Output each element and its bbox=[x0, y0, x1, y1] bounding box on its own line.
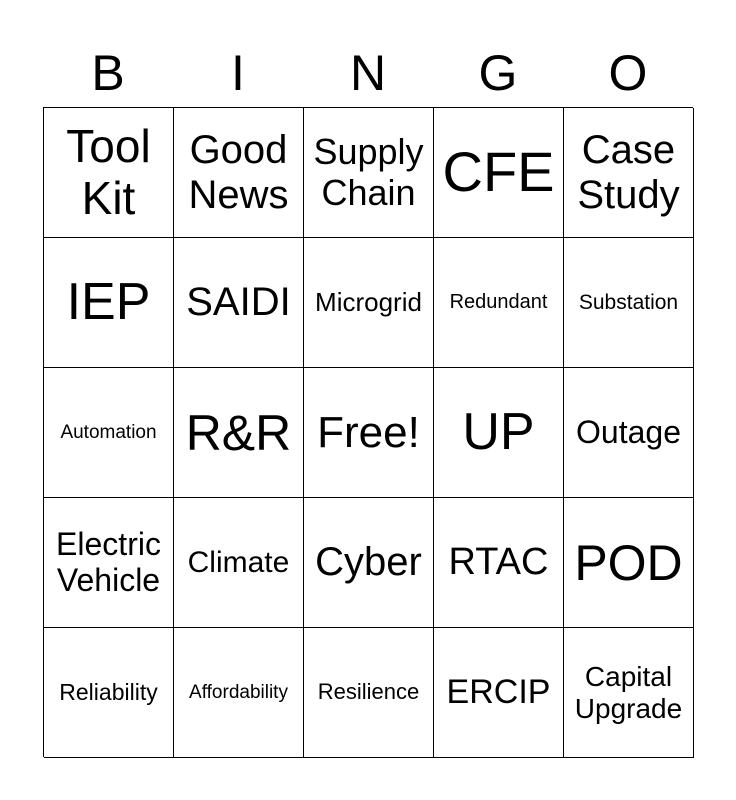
header-letter-n: N bbox=[349, 45, 387, 101]
header-letter-o: O bbox=[608, 45, 648, 101]
bingo-cell[interactable]: POD bbox=[564, 498, 694, 628]
header-letter-b: B bbox=[91, 45, 125, 101]
bingo-cell[interactable]: R&R bbox=[174, 368, 304, 498]
bingo-cell[interactable]: ERCIP bbox=[434, 628, 564, 758]
bingo-cell[interactable]: Redundant bbox=[434, 238, 564, 368]
header-letter-i: I bbox=[231, 45, 245, 101]
bingo-cell[interactable]: Free! bbox=[304, 368, 434, 498]
bingo-cell[interactable]: Affordability bbox=[174, 628, 304, 758]
bingo-cell[interactable]: Outage bbox=[564, 368, 694, 498]
bingo-cell[interactable]: UP bbox=[434, 368, 564, 498]
bingo-cell[interactable]: Case Study bbox=[564, 108, 694, 238]
bingo-cell[interactable]: Good News bbox=[174, 108, 304, 238]
bingo-cell[interactable]: IEP bbox=[44, 238, 174, 368]
header-letter-g: G bbox=[478, 45, 518, 101]
bingo-cell[interactable]: RTAC bbox=[434, 498, 564, 628]
bingo-cell[interactable]: Resilience bbox=[304, 628, 434, 758]
bingo-cell[interactable]: Climate bbox=[174, 498, 304, 628]
bingo-cell[interactable]: Cyber bbox=[304, 498, 434, 628]
bingo-cell[interactable]: Tool Kit bbox=[44, 108, 174, 238]
bingo-cell[interactable]: Automation bbox=[44, 368, 174, 498]
bingo-cell[interactable]: SAIDI bbox=[174, 238, 304, 368]
bingo-cell[interactable]: Capital Upgrade bbox=[564, 628, 694, 758]
bingo-header: B I N G O bbox=[43, 40, 693, 106]
bingo-cell[interactable]: Electric Vehicle bbox=[44, 498, 174, 628]
bingo-cell[interactable]: Reliability bbox=[44, 628, 174, 758]
bingo-grid: Tool Kit Good News Supply Chain CFE Case Stu… bbox=[43, 107, 694, 758]
bingo-cell[interactable]: CFE bbox=[434, 108, 564, 238]
bingo-cell[interactable]: Microgrid bbox=[304, 238, 434, 368]
bingo-cell[interactable]: Supply Chain bbox=[304, 108, 434, 238]
bingo-cell[interactable]: Substation bbox=[564, 238, 694, 368]
